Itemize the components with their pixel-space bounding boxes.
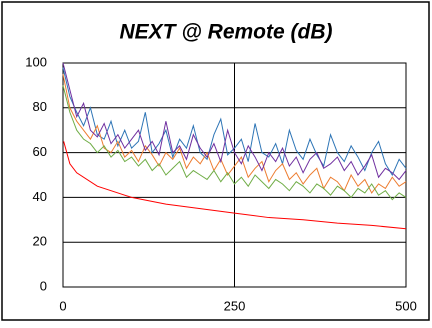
y-tick-label: 40 — [33, 189, 47, 204]
y-tick-label: 0 — [40, 278, 47, 293]
y-tick-label: 80 — [33, 99, 47, 114]
series-line — [62, 74, 407, 194]
series-line — [62, 62, 407, 181]
series-line — [62, 85, 407, 201]
x-tick-label: 500 — [395, 298, 417, 313]
series-line — [62, 67, 407, 177]
x-tick-label: 0 — [59, 298, 66, 313]
y-tick-label: 100 — [25, 54, 47, 69]
y-tick-label: 60 — [33, 144, 47, 159]
chart-border — [1, 1, 430, 321]
chart-title: NEXT @ Remote (dB) — [120, 21, 333, 44]
y-tick-label: 20 — [33, 234, 47, 249]
plot-border — [62, 62, 407, 288]
x-tick-label: 250 — [224, 298, 246, 313]
series-line — [63, 141, 407, 230]
